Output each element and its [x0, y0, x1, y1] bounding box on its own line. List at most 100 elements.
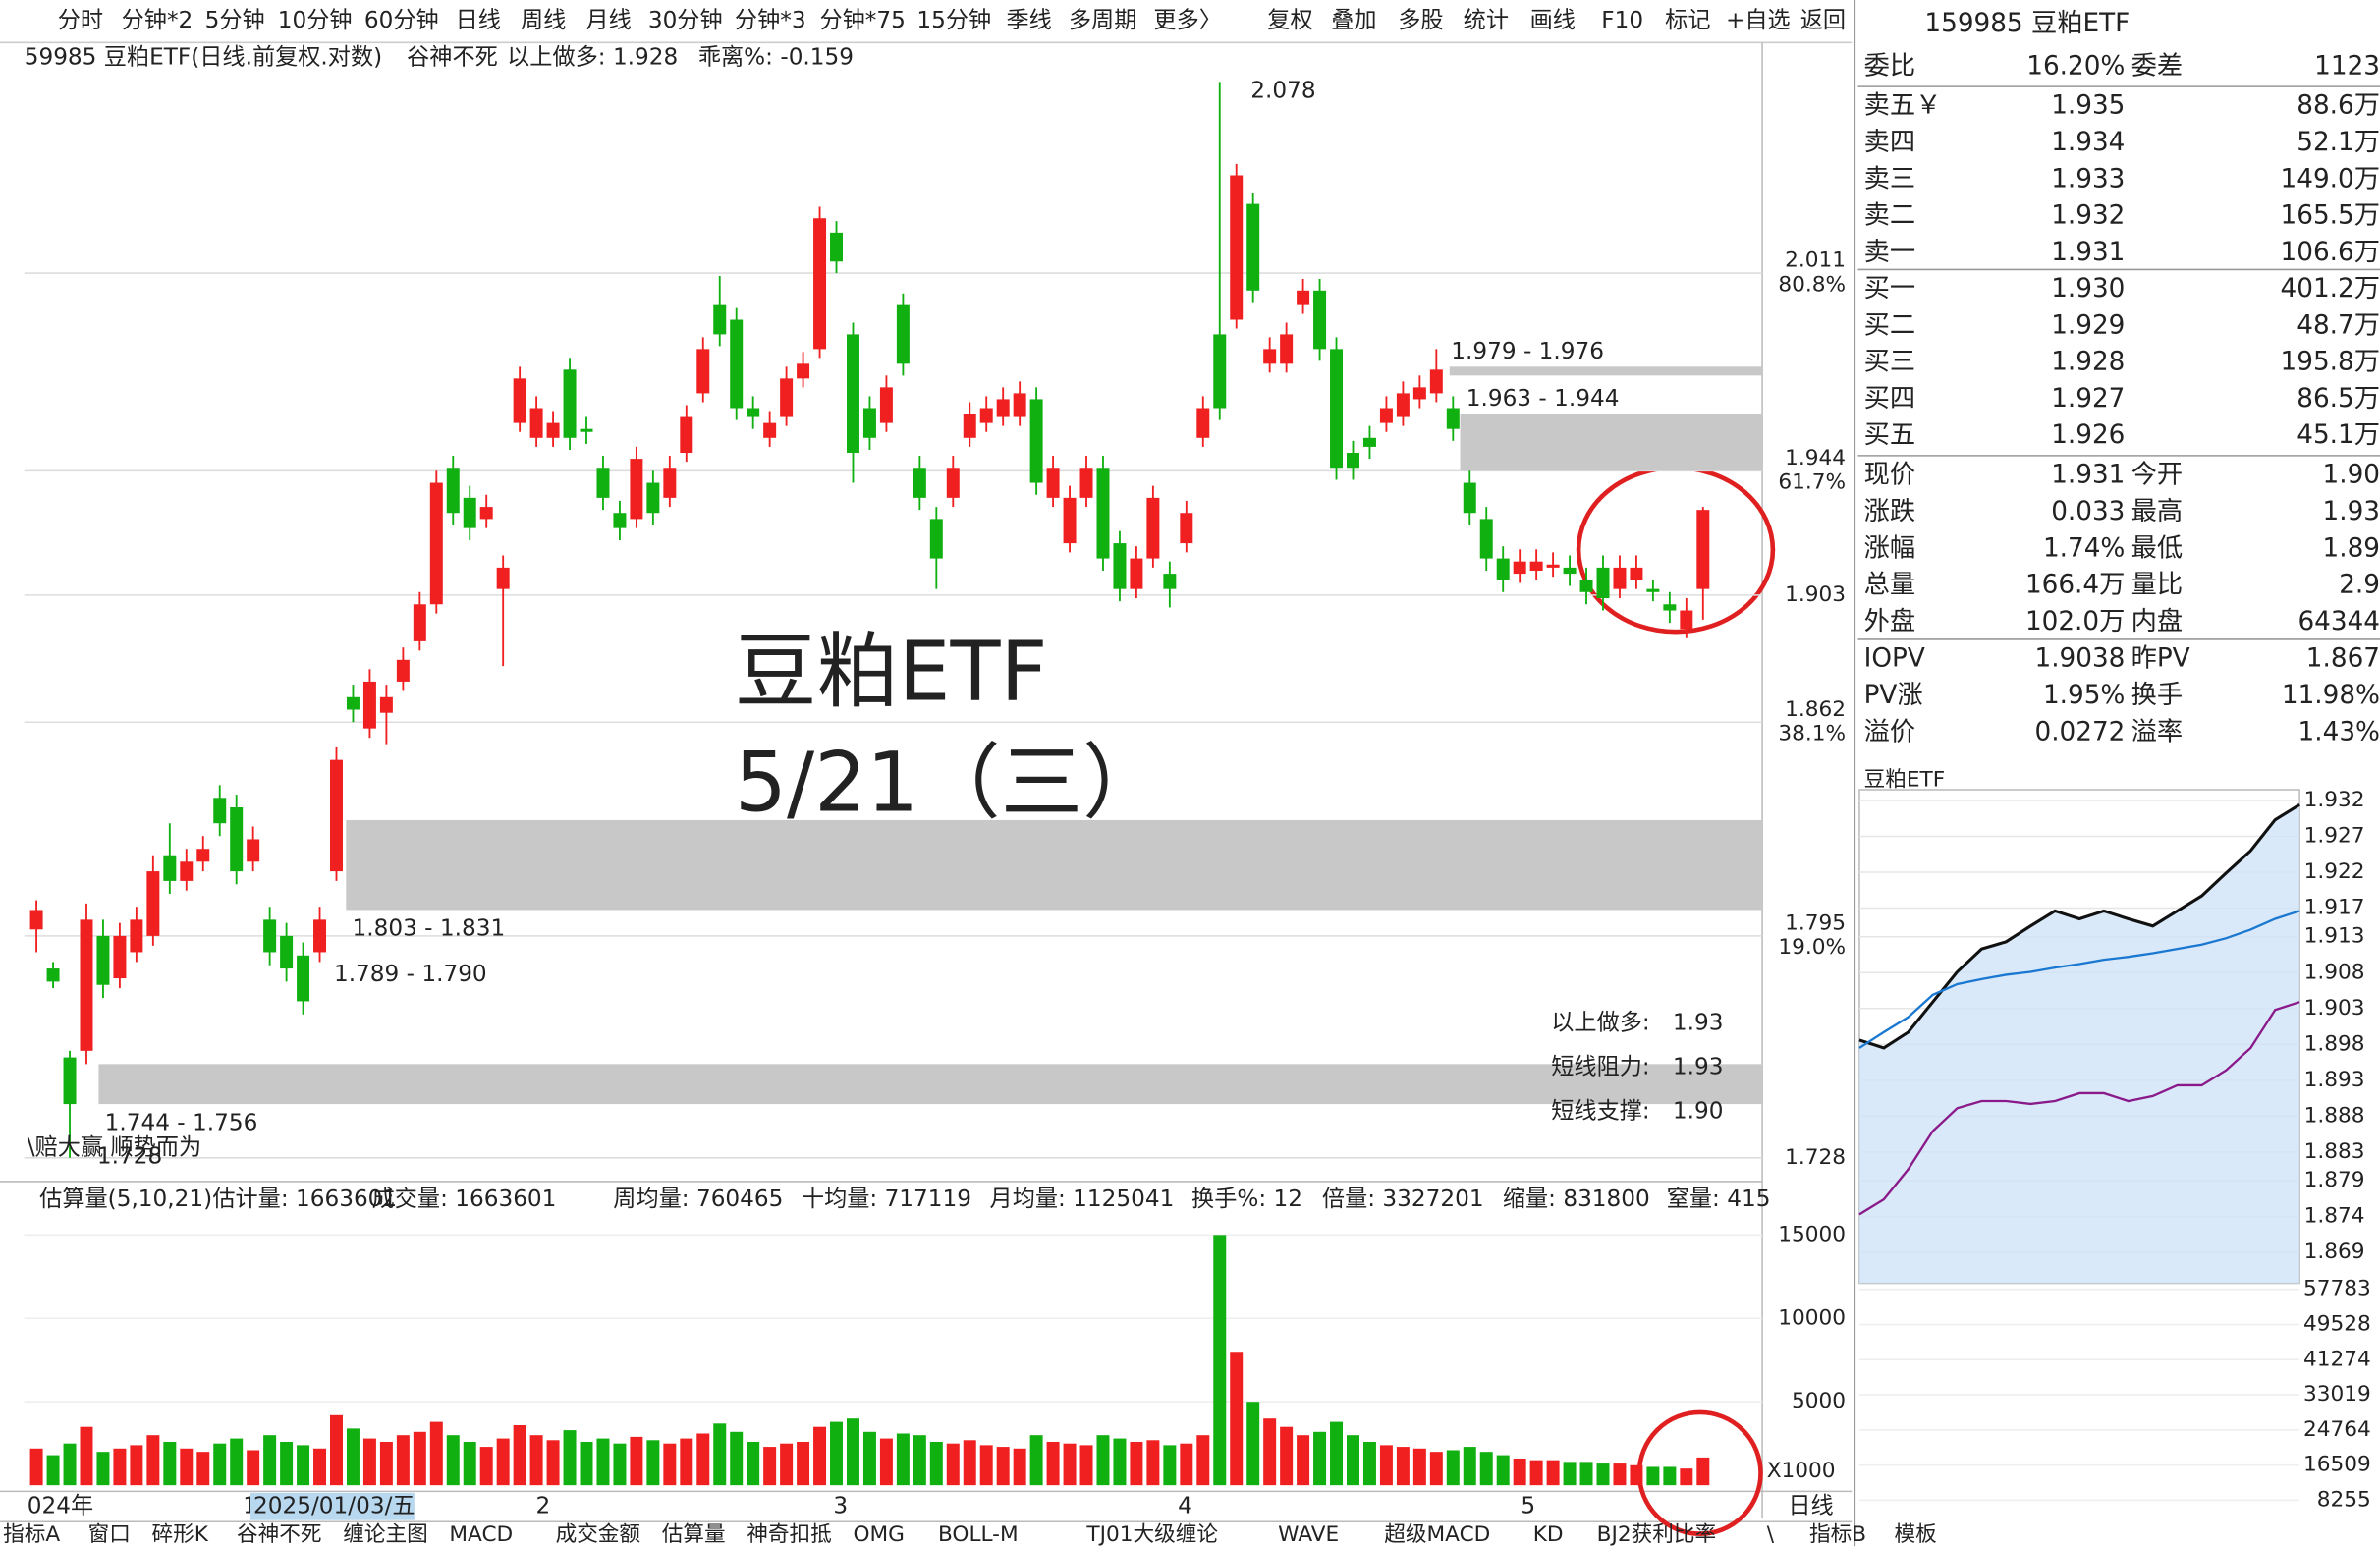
toolbar-item[interactable]: 10分钟 — [278, 7, 353, 33]
toolbar-item[interactable]: 季线 — [1007, 7, 1052, 33]
intraday-volume-tick: 49528 — [2303, 1311, 2371, 1336]
bottom-tab[interactable]: 碎形K — [152, 1522, 209, 1546]
date-label: 3 — [833, 1492, 848, 1518]
toolbar-item[interactable]: 画线 — [1530, 7, 1576, 33]
legend-label: 短线阻力: — [1551, 1053, 1649, 1079]
quote-value: 11.98% — [2282, 681, 2380, 710]
candle-body — [963, 414, 976, 438]
bottom-tab[interactable]: OMG — [853, 1522, 904, 1546]
volume-bar — [1696, 1457, 1710, 1486]
volume-bar — [1313, 1431, 1327, 1486]
bottom-tab[interactable]: WAVE — [1278, 1522, 1339, 1546]
volume-bar — [1297, 1435, 1310, 1486]
volume-bar — [879, 1438, 893, 1486]
volume-bar — [929, 1441, 943, 1486]
toolbar-item[interactable]: 15分钟 — [916, 7, 991, 33]
date-label: 2 — [535, 1492, 550, 1518]
volume-bar — [613, 1443, 627, 1486]
quote-label: 卖一 — [1864, 238, 1916, 267]
bottom-tab[interactable]: 谷神不死 — [237, 1522, 321, 1546]
candle-body — [1596, 567, 1610, 599]
quote-value: 166.4万 — [2025, 571, 2125, 600]
candle-body — [1297, 290, 1310, 305]
quote-value: 1.928 — [2051, 348, 2125, 377]
quote-label: 买四 — [1864, 384, 1916, 414]
bottom-tab[interactable]: MACD — [449, 1522, 513, 1546]
quote-value: 1.93 — [2323, 497, 2380, 526]
quote-volume: 86.5万 — [2297, 384, 2380, 414]
volume-header: 月均量: 1125041 — [990, 1186, 1175, 1212]
bottom-tab[interactable]: BOLL-M — [938, 1522, 1019, 1546]
intraday-tick-label: 1.883 — [2304, 1139, 2365, 1164]
quote-label: 买五 — [1864, 420, 1916, 450]
bottom-tab[interactable]: BJ2获利比率 — [1597, 1522, 1716, 1546]
quote-value: 1.9038 — [2035, 644, 2126, 674]
bottom-tab[interactable]: 估算量 — [662, 1522, 726, 1546]
bottom-tab[interactable]: TJ01大级缠论 — [1085, 1522, 1218, 1546]
intraday-volume-tick: 33019 — [2303, 1382, 2371, 1407]
toolbar-item[interactable]: 分时 — [58, 7, 103, 33]
bottom-tab[interactable]: \ — [1767, 1522, 1775, 1546]
toolbar-item[interactable]: 日线 — [456, 7, 501, 33]
candle-body — [496, 567, 510, 589]
toolbar-item[interactable]: 5分钟 — [205, 7, 265, 33]
candle-body — [80, 919, 93, 1051]
toolbar-item[interactable]: +自选 — [1726, 7, 1791, 33]
toolbar-item[interactable]: 复权 — [1267, 7, 1312, 33]
toolbar-item[interactable]: 返回 — [1800, 7, 1846, 33]
volume-bar — [96, 1452, 110, 1486]
toolbar-item[interactable]: 统计 — [1464, 7, 1509, 33]
toolbar-item[interactable]: 多股 — [1398, 7, 1443, 33]
intraday-tick-label: 1.913 — [2304, 924, 2365, 949]
candle-body — [1463, 482, 1476, 514]
volume-bar — [813, 1426, 827, 1486]
volume-header: 成交量: 1663601 — [372, 1186, 557, 1212]
bottom-tab[interactable]: 缠论主图 — [343, 1522, 427, 1546]
toolbar-item[interactable]: 分钟*75 — [819, 7, 905, 33]
volume-bar — [1180, 1443, 1193, 1486]
volume-bar — [546, 1440, 560, 1486]
candle-body — [646, 482, 660, 514]
quote-value: 1.934 — [2051, 128, 2125, 157]
toolbar-item[interactable]: 标记 — [1665, 7, 1710, 33]
legend-value: 1.90 — [1673, 1097, 1724, 1124]
candle-body — [1263, 349, 1277, 364]
bottom-tab[interactable]: 超级MACD — [1384, 1522, 1490, 1546]
candle-body — [1146, 497, 1160, 559]
zone — [346, 819, 1763, 911]
toolbar-item[interactable]: 周线 — [521, 7, 566, 33]
bottom-tab[interactable]: 神奇扣抵 — [747, 1522, 831, 1546]
quote-value: 1.90 — [2323, 460, 2380, 489]
volume-bar — [1446, 1450, 1460, 1486]
bottom-tab[interactable]: 指标B — [1809, 1522, 1866, 1546]
toolbar-item[interactable]: 更多〉 — [1153, 7, 1222, 33]
toolbar-item[interactable]: 月线 — [585, 7, 631, 33]
quote-value: 1.935 — [2051, 91, 2125, 121]
candle-body — [1029, 399, 1043, 483]
toolbar-item[interactable]: 多周期 — [1069, 7, 1137, 33]
toolbar-item[interactable]: F10 — [1601, 7, 1643, 33]
bottom-tab[interactable]: 指标A — [3, 1522, 60, 1546]
volume-tick-label: 5000 — [1792, 1389, 1846, 1413]
candle-body — [1646, 588, 1660, 592]
toolbar-item[interactable]: 分钟*3 — [735, 7, 806, 33]
intraday-tick-label: 1.922 — [2304, 859, 2365, 884]
toolbar-item[interactable]: 60分钟 — [364, 7, 439, 33]
info-text: 谷神不死 — [407, 43, 498, 70]
toolbar-item[interactable]: 30分钟 — [648, 7, 723, 33]
candle-body — [1330, 349, 1344, 469]
bottom-tab[interactable]: 模板 — [1895, 1522, 1937, 1546]
bottom-tab[interactable]: 成交金额 — [556, 1522, 641, 1546]
intraday-volume-tick: 41274 — [2303, 1347, 2371, 1371]
bottom-tab[interactable]: KD — [1533, 1522, 1564, 1546]
intraday-volume-tick: 57783 — [2303, 1277, 2371, 1301]
volume-header: 周均量: 760465 — [613, 1186, 783, 1212]
toolbar-item[interactable]: 分钟*2 — [122, 7, 194, 33]
volume-bar — [1479, 1452, 1493, 1486]
candle-body — [513, 378, 526, 423]
y-tick-label: 1.903 — [1785, 582, 1846, 607]
toolbar-item[interactable]: 叠加 — [1331, 7, 1376, 33]
candle-body — [846, 334, 859, 454]
bottom-tab[interactable]: 窗口 — [88, 1522, 131, 1546]
candle-body — [1130, 558, 1143, 589]
